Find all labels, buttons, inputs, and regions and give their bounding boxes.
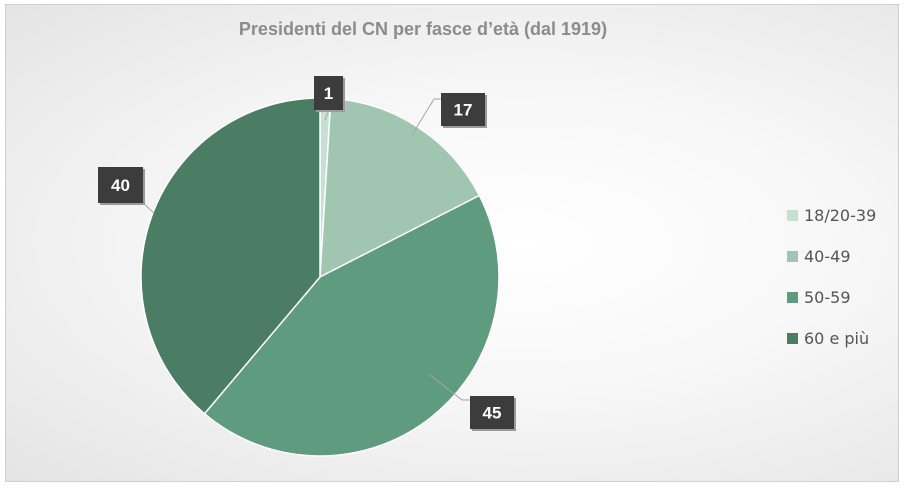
legend-item: 60 e più <box>787 323 897 353</box>
slice-40-49 <box>319 97 481 279</box>
legend-item: 40-49 <box>787 241 897 271</box>
legend-swatch <box>787 250 798 262</box>
legend: 18/20-39 40-49 50-59 60 e più <box>787 200 897 364</box>
leader-line <box>411 98 441 136</box>
data-label-box <box>441 93 485 126</box>
legend-item: 50-59 <box>787 282 897 312</box>
leader-line <box>429 374 470 401</box>
legend-swatch <box>787 291 798 303</box>
data-label: 1 <box>324 84 333 103</box>
data-label: 45 <box>483 404 502 423</box>
data-label-box <box>98 167 143 203</box>
data-label-box <box>470 396 514 429</box>
data-label: 40 <box>111 176 130 195</box>
data-label-box <box>314 76 343 110</box>
data-label: 17 <box>454 101 473 120</box>
slice-50-59 <box>203 194 500 457</box>
slice-60-plus <box>140 97 321 415</box>
legend-label: 60 e più <box>804 328 870 348</box>
legend-item: 18/20-39 <box>787 200 897 230</box>
legend-swatch <box>787 209 798 221</box>
chart-title: Presidenti del CN per fasce d’età (dal 1… <box>238 19 608 39</box>
legend-label: 18/20-39 <box>804 205 877 225</box>
legend-swatch <box>787 332 798 344</box>
legend-label: 40-49 <box>804 246 851 266</box>
legend-label: 50-59 <box>804 287 851 307</box>
